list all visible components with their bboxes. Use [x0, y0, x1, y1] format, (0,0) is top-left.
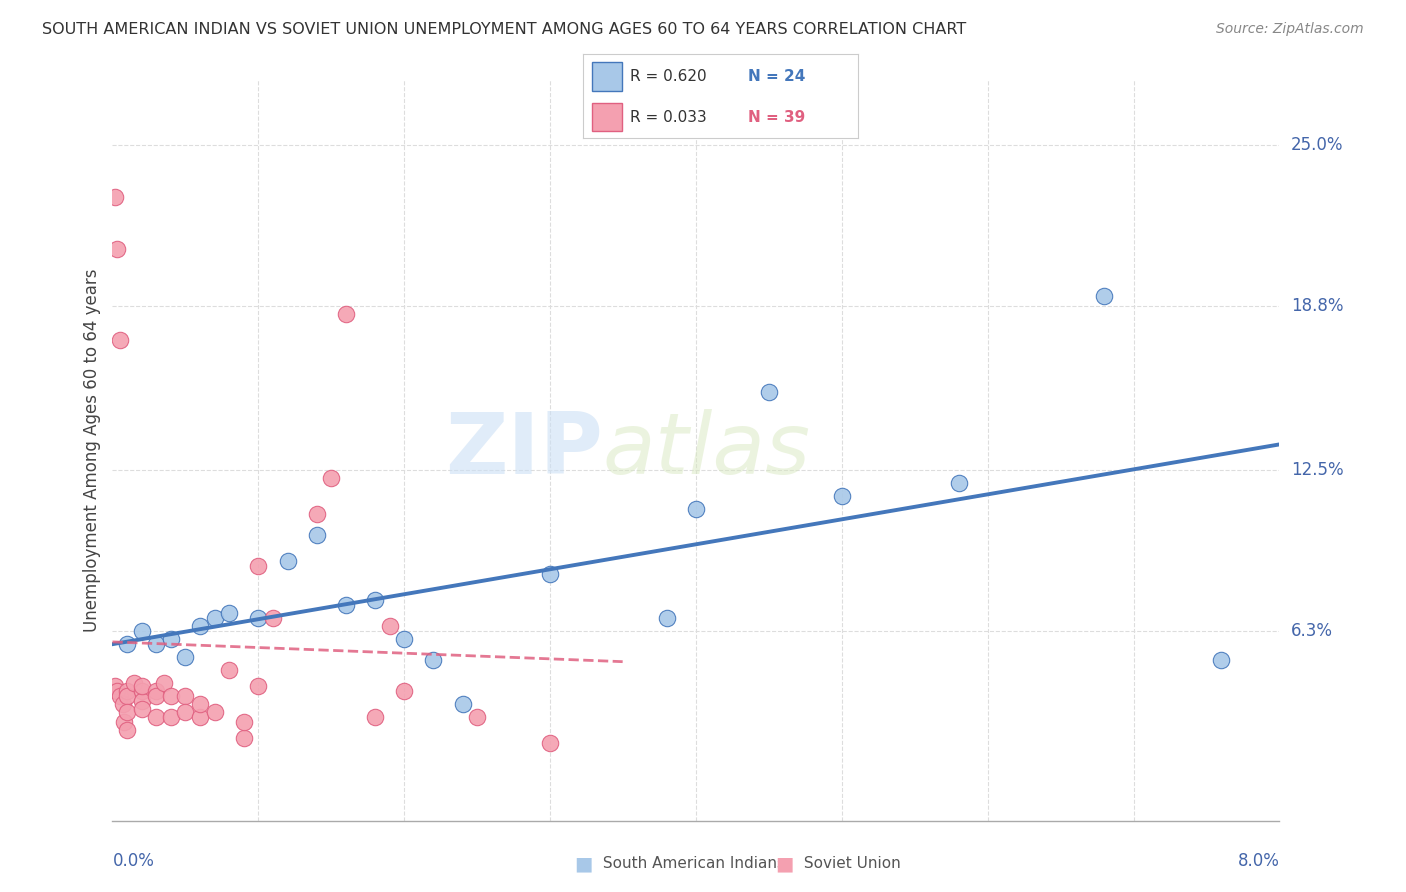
Text: N = 24: N = 24	[748, 69, 806, 84]
Text: R = 0.620: R = 0.620	[630, 69, 707, 84]
Point	[112, 714, 135, 729]
Point	[174, 705, 197, 719]
Text: 0.0%: 0.0%	[112, 852, 155, 870]
Text: R = 0.033: R = 0.033	[630, 110, 707, 125]
Point	[758, 384, 780, 399]
FancyBboxPatch shape	[592, 103, 621, 131]
Point	[247, 559, 270, 574]
Point	[104, 679, 127, 693]
Point	[124, 676, 146, 690]
Point	[131, 702, 153, 716]
Point	[262, 611, 284, 625]
Point	[364, 592, 387, 607]
Text: South American Indians: South American Indians	[598, 856, 785, 871]
Text: 18.8%: 18.8%	[1291, 297, 1344, 315]
Point	[305, 528, 328, 542]
Point	[115, 705, 138, 719]
Point	[465, 710, 488, 724]
Text: ZIP: ZIP	[444, 409, 603, 492]
Point	[1211, 652, 1233, 666]
Text: Source: ZipAtlas.com: Source: ZipAtlas.com	[1216, 22, 1364, 37]
Point	[451, 697, 474, 711]
Point	[204, 611, 226, 625]
Text: atlas: atlas	[603, 409, 811, 492]
Text: 8.0%: 8.0%	[1237, 852, 1279, 870]
Point	[115, 723, 138, 737]
Text: 12.5%: 12.5%	[1291, 461, 1344, 479]
Point	[160, 632, 183, 646]
Text: SOUTH AMERICAN INDIAN VS SOVIET UNION UNEMPLOYMENT AMONG AGES 60 TO 64 YEARS COR: SOUTH AMERICAN INDIAN VS SOVIET UNION UN…	[42, 22, 966, 37]
Point	[111, 697, 134, 711]
Text: ■: ■	[574, 854, 593, 873]
Point	[321, 471, 343, 485]
Point	[218, 663, 240, 677]
Point	[145, 683, 167, 698]
Point	[1094, 289, 1116, 303]
Point	[188, 619, 211, 633]
Point	[335, 598, 357, 612]
Point	[108, 333, 131, 347]
Text: N = 39: N = 39	[748, 110, 806, 125]
Y-axis label: Unemployment Among Ages 60 to 64 years: Unemployment Among Ages 60 to 64 years	[83, 268, 101, 632]
Point	[108, 689, 131, 703]
Point	[394, 683, 416, 698]
Point	[160, 689, 183, 703]
Point	[538, 736, 561, 750]
Point	[104, 190, 127, 204]
Point	[131, 679, 153, 693]
Point	[831, 489, 853, 503]
Point	[655, 611, 678, 625]
Text: 6.3%: 6.3%	[1291, 622, 1333, 640]
Point	[204, 705, 226, 719]
Point	[145, 689, 167, 703]
Point	[422, 652, 444, 666]
Point	[145, 637, 167, 651]
Point	[305, 507, 328, 521]
Point	[394, 632, 416, 646]
Point	[115, 637, 138, 651]
Point	[685, 502, 707, 516]
Point	[105, 683, 128, 698]
Point	[160, 710, 183, 724]
Text: ■: ■	[775, 854, 794, 873]
Point	[247, 611, 270, 625]
Point	[232, 731, 254, 745]
Point	[218, 606, 240, 620]
Point	[174, 689, 197, 703]
Text: Soviet Union: Soviet Union	[799, 856, 900, 871]
Point	[948, 475, 970, 490]
Point	[276, 554, 298, 568]
Point	[131, 694, 153, 708]
Point	[152, 676, 174, 690]
Point	[115, 689, 138, 703]
Point	[378, 619, 401, 633]
Point	[131, 624, 153, 638]
FancyBboxPatch shape	[592, 62, 621, 91]
Point	[131, 683, 153, 698]
Point	[188, 710, 211, 724]
Point	[232, 714, 254, 729]
Point	[145, 710, 167, 724]
Point	[174, 650, 197, 665]
Point	[335, 307, 357, 321]
Point	[115, 683, 138, 698]
Point	[247, 679, 270, 693]
Point	[188, 697, 211, 711]
Point	[538, 566, 561, 581]
Text: 25.0%: 25.0%	[1291, 136, 1344, 154]
Point	[364, 710, 387, 724]
Point	[105, 242, 128, 256]
